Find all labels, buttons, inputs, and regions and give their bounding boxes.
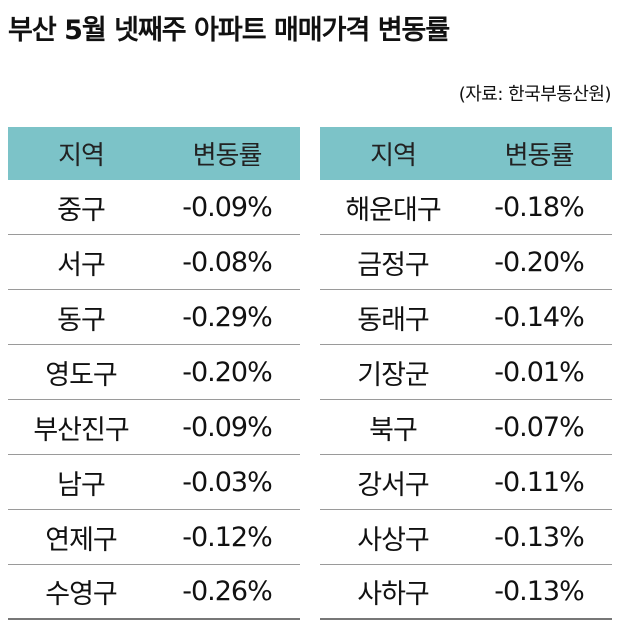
- table-row: 부산진구 -0.09%: [8, 400, 300, 455]
- table-row: 해운대구 -0.18%: [320, 180, 612, 235]
- header-cell: 변동률: [192, 141, 263, 171]
- region-cell: 해운대구: [345, 194, 441, 226]
- region-cell: 서구: [57, 249, 106, 281]
- table-row: 남구 -0.03%: [8, 455, 300, 510]
- region-cell: 동구: [57, 304, 106, 336]
- change-cell: -0.20%: [494, 246, 585, 278]
- header-cell: 변동률: [504, 141, 575, 171]
- table-row: 북구 -0.07%: [320, 400, 612, 455]
- table-row: 연제구 -0.12%: [8, 510, 300, 565]
- region-cell: 사상구: [357, 524, 430, 556]
- change-cell: -0.13%: [494, 576, 585, 607]
- change-cell: -0.09%: [182, 191, 273, 223]
- region-cell: 연제구: [45, 524, 118, 556]
- table-row: 기장군 -0.01%: [320, 345, 612, 400]
- region-cell: 중구: [57, 194, 106, 226]
- change-cell: -0.29%: [182, 301, 273, 333]
- header-cell: 지역: [370, 141, 417, 171]
- source: (자료: 한국부동산원): [458, 84, 612, 105]
- change-cell: -0.07%: [494, 411, 585, 443]
- change-cell: -0.13%: [494, 521, 585, 553]
- region-cell: 강서구: [357, 469, 430, 501]
- table-row: 서구 -0.08%: [8, 235, 300, 290]
- change-cell: -0.26%: [182, 576, 273, 607]
- change-cell: -0.11%: [494, 466, 585, 498]
- table-row: 사상구 -0.13%: [320, 510, 612, 565]
- region-cell: 남구: [57, 469, 106, 501]
- change-cell: -0.20%: [182, 356, 273, 388]
- region-cell: 동래구: [357, 304, 430, 336]
- region-cell: 영도구: [45, 359, 118, 391]
- table-row: 금정구 -0.20%: [320, 235, 612, 290]
- change-cell: -0.09%: [182, 411, 273, 443]
- region-cell: 금정구: [357, 249, 430, 281]
- change-cell: -0.03%: [182, 466, 273, 498]
- title: 부산 5월 넷째주 아파트 매매가격 변동률: [8, 15, 450, 46]
- region-cell: 부산진구: [33, 414, 129, 446]
- region-cell: 기장군: [357, 359, 430, 391]
- table-row: 수영구 -0.26%: [8, 565, 300, 620]
- change-cell: -0.12%: [182, 521, 273, 553]
- header-row: 지역 변동률: [320, 127, 612, 180]
- change-cell: -0.01%: [494, 356, 585, 388]
- table-row: 중구 -0.09%: [8, 180, 300, 235]
- region-cell: 수영구: [45, 579, 118, 610]
- change-cell: -0.08%: [182, 246, 273, 278]
- region-cell: 북구: [369, 414, 418, 446]
- table-row: 동래구 -0.14%: [320, 290, 612, 345]
- header-cell: 지역: [58, 141, 105, 171]
- table-row: 동구 -0.29%: [8, 290, 300, 345]
- table-row: 강서구 -0.11%: [320, 455, 612, 510]
- region-cell: 사하구: [357, 579, 430, 610]
- table-row: 사하구 -0.13%: [320, 565, 612, 620]
- change-cell: -0.14%: [494, 301, 585, 333]
- change-cell: -0.18%: [494, 191, 585, 223]
- header-row: 지역 변동률: [8, 127, 300, 180]
- table-row: 영도구 -0.20%: [8, 345, 300, 400]
